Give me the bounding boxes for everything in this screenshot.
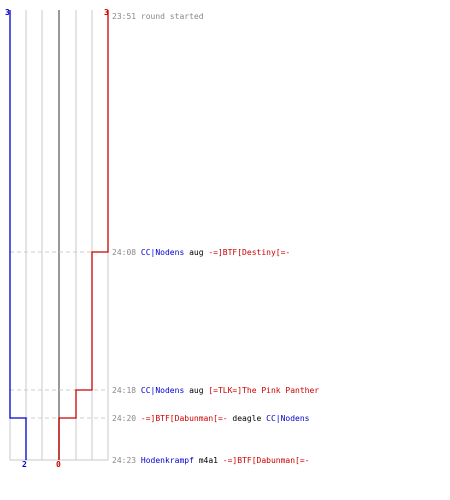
event-time: 24:23: [112, 456, 141, 465]
event-part: -=]BTF[Destiny[=-: [208, 248, 290, 257]
timeline-grid: [9, 10, 109, 461]
event-part: aug: [189, 248, 208, 257]
event-part: round started: [141, 12, 204, 21]
event-line: 24:20 -=]BTF[Dabunman[=- deagle CC|Noden…: [112, 414, 310, 423]
event-part: CC|Nodens: [266, 414, 310, 423]
event-part: aug: [189, 386, 208, 395]
event-line: 24:23 Hodenkrampf m4a1 -=]BTF[Dabunman[=…: [112, 456, 310, 465]
bottom-blue-score: 2: [22, 460, 27, 469]
event-part: Hodenkrampf: [141, 456, 199, 465]
event-part: -=]BTF[Dabunman[=-: [223, 456, 310, 465]
top-red-score: 3: [104, 8, 109, 17]
event-line: 24:18 CC|Nodens aug [=TLK=]The Pink Pant…: [112, 386, 319, 395]
event-part: m4a1: [199, 456, 223, 465]
event-part: [=TLK=]The Pink Panther: [208, 386, 319, 395]
event-part: CC|Nodens: [141, 386, 189, 395]
event-time: 24:20: [112, 414, 141, 423]
event-part: deagle: [232, 414, 266, 423]
blue-team-trace: [9, 10, 27, 460]
event-time: 24:08: [112, 248, 141, 257]
red-team-trace: [58, 10, 109, 460]
top-blue-score: 3: [5, 8, 10, 17]
event-line: 23:51 round started: [112, 12, 204, 21]
event-line: 24:08 CC|Nodens aug -=]BTF[Destiny[=-: [112, 248, 290, 257]
event-log: 23:51 round started 24:08 CC|Nodens aug -…: [112, 12, 319, 465]
team-traces: [9, 10, 109, 460]
bottom-red-score: 0: [56, 460, 61, 469]
event-time: 23:51: [112, 12, 141, 21]
event-time: 24:18: [112, 386, 141, 395]
score-labels: 3 3 2 0: [5, 8, 109, 469]
event-part: -=]BTF[Dabunman[=-: [141, 414, 233, 423]
event-part: CC|Nodens: [141, 248, 189, 257]
